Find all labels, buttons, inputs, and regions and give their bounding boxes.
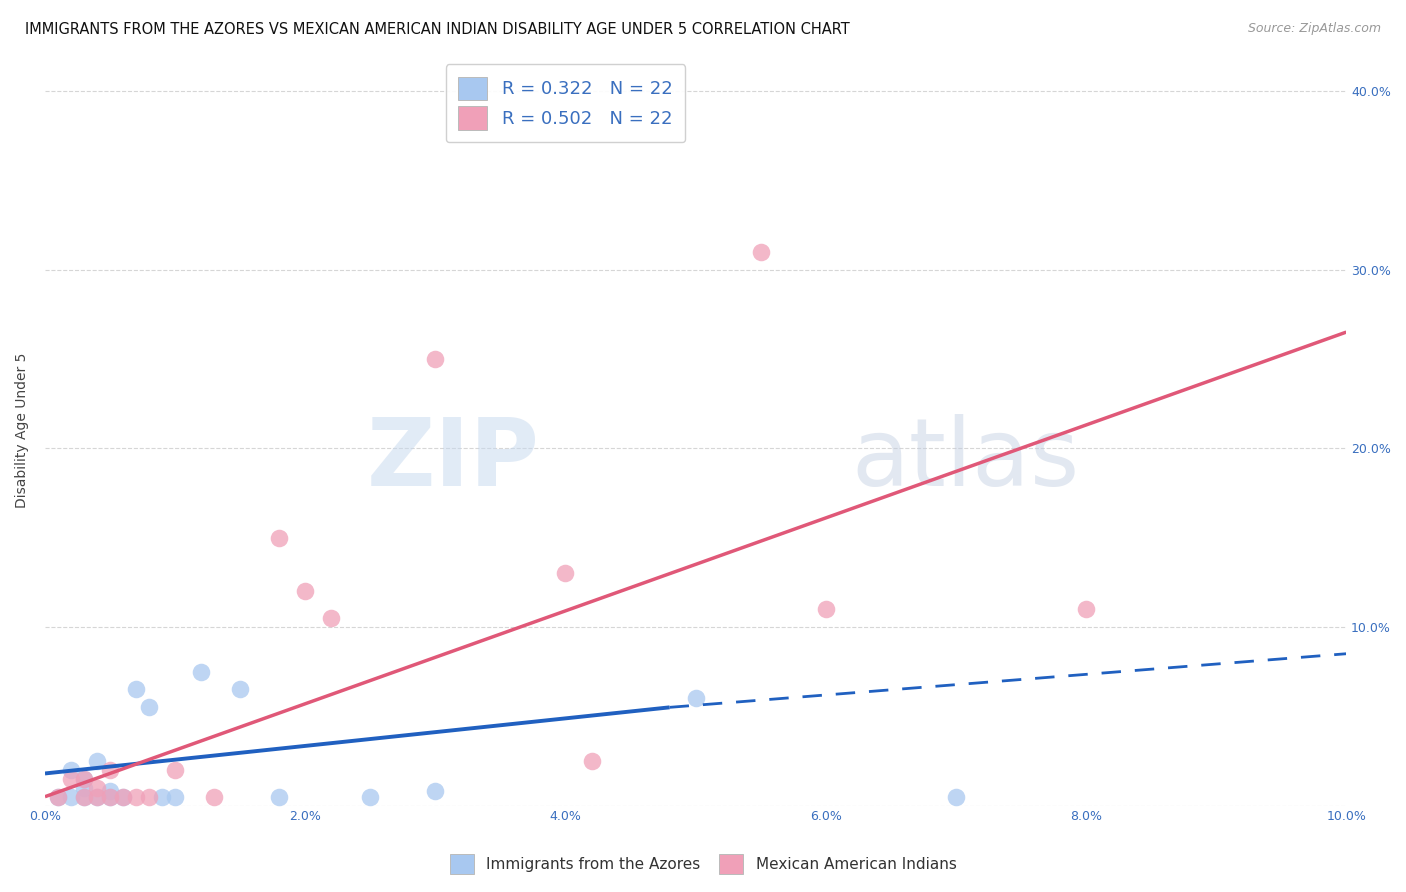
Point bbox=[86, 754, 108, 768]
Point bbox=[202, 789, 225, 804]
Point bbox=[269, 789, 291, 804]
Point bbox=[359, 789, 381, 804]
Point bbox=[685, 691, 707, 706]
Point bbox=[581, 754, 603, 768]
Text: ZIP: ZIP bbox=[367, 415, 540, 507]
Point bbox=[59, 763, 82, 777]
Point bbox=[125, 682, 148, 697]
Y-axis label: Disability Age Under 5: Disability Age Under 5 bbox=[15, 352, 30, 508]
Point bbox=[269, 531, 291, 545]
Point bbox=[86, 780, 108, 795]
Point bbox=[59, 772, 82, 786]
Text: atlas: atlas bbox=[852, 415, 1080, 507]
Point bbox=[112, 789, 135, 804]
Legend: Immigrants from the Azores, Mexican American Indians: Immigrants from the Azores, Mexican Amer… bbox=[443, 848, 963, 880]
Point bbox=[321, 611, 343, 625]
Point bbox=[749, 244, 772, 259]
Point bbox=[46, 789, 69, 804]
Point bbox=[229, 682, 252, 697]
Point bbox=[59, 789, 82, 804]
Point bbox=[150, 789, 173, 804]
Text: Source: ZipAtlas.com: Source: ZipAtlas.com bbox=[1247, 22, 1381, 36]
Point bbox=[165, 763, 187, 777]
Point bbox=[814, 602, 837, 616]
Point bbox=[73, 772, 96, 786]
Point bbox=[138, 789, 160, 804]
Point bbox=[165, 789, 187, 804]
Point bbox=[112, 789, 135, 804]
Point bbox=[73, 789, 96, 804]
Point bbox=[98, 763, 121, 777]
Point bbox=[98, 784, 121, 798]
Point bbox=[73, 780, 96, 795]
Point bbox=[190, 665, 212, 679]
Text: IMMIGRANTS FROM THE AZORES VS MEXICAN AMERICAN INDIAN DISABILITY AGE UNDER 5 COR: IMMIGRANTS FROM THE AZORES VS MEXICAN AM… bbox=[25, 22, 851, 37]
Legend: R = 0.322   N = 22, R = 0.502   N = 22: R = 0.322 N = 22, R = 0.502 N = 22 bbox=[446, 64, 685, 142]
Point bbox=[125, 789, 148, 804]
Point bbox=[1074, 602, 1097, 616]
Point bbox=[138, 700, 160, 714]
Point bbox=[73, 772, 96, 786]
Point bbox=[46, 789, 69, 804]
Point bbox=[425, 351, 447, 366]
Point bbox=[294, 584, 316, 599]
Point bbox=[425, 784, 447, 798]
Point bbox=[86, 789, 108, 804]
Point bbox=[554, 566, 576, 581]
Point bbox=[98, 789, 121, 804]
Point bbox=[86, 789, 108, 804]
Point bbox=[98, 789, 121, 804]
Point bbox=[73, 789, 96, 804]
Point bbox=[945, 789, 967, 804]
